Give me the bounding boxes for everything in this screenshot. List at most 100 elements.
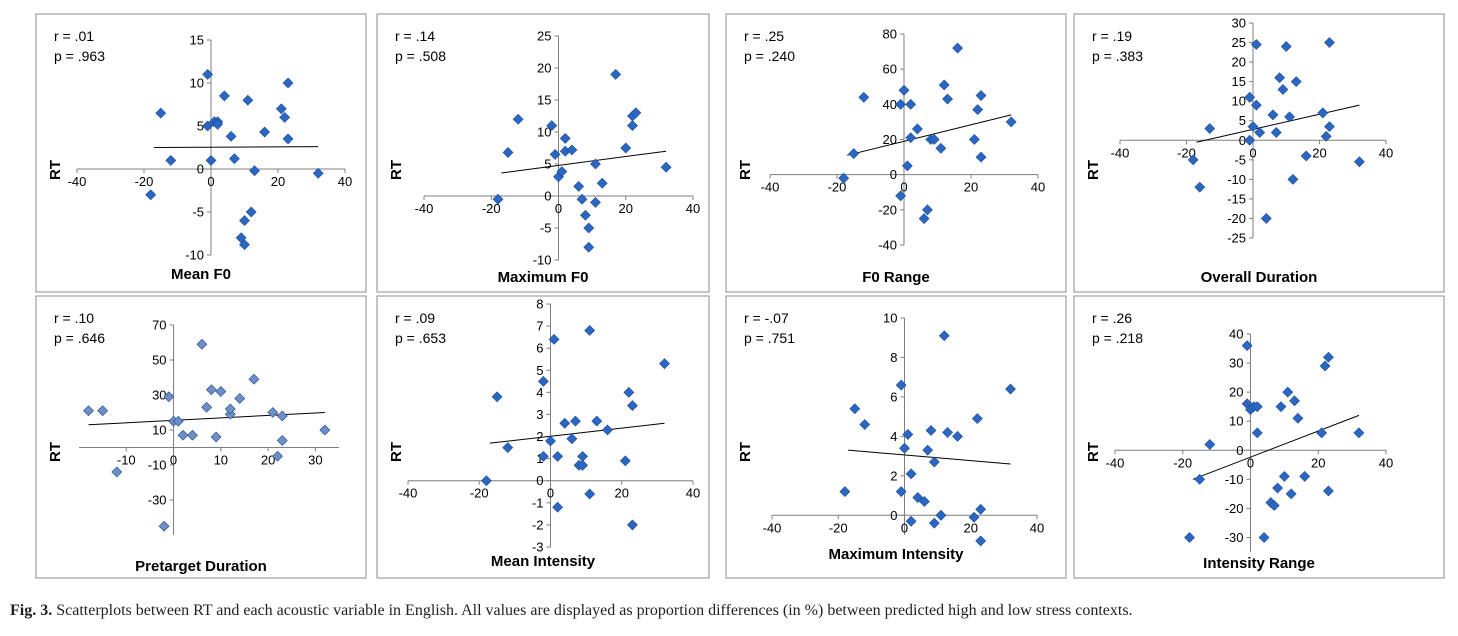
y-axis-title: RT — [388, 442, 405, 462]
data-point — [1353, 427, 1365, 439]
y-tick-label: 6 — [890, 389, 897, 404]
data-point — [623, 386, 635, 398]
data-point — [1274, 72, 1286, 84]
data-point — [975, 503, 987, 515]
x-tick-label: -20 — [135, 174, 154, 189]
data-point — [912, 492, 924, 503]
data-point — [248, 373, 260, 385]
data-point — [1322, 485, 1334, 497]
data-point — [590, 196, 601, 208]
caption-label: Fig. 3. — [10, 602, 53, 619]
trend-line — [848, 449, 1011, 465]
data-point — [660, 161, 672, 173]
data-point — [282, 77, 294, 89]
data-point — [902, 428, 914, 440]
data-point — [212, 118, 224, 130]
data-point — [512, 113, 524, 125]
data-point — [155, 107, 167, 119]
data-point — [584, 488, 596, 500]
y-tick-label: 5 — [536, 363, 543, 378]
data-point — [549, 148, 561, 160]
data-point — [275, 103, 287, 115]
y-tick-label: -30 — [1225, 530, 1244, 545]
data-point — [205, 384, 217, 396]
y-tick-label: -20 — [1225, 501, 1244, 516]
data-point — [1299, 471, 1311, 482]
data-point — [895, 98, 907, 110]
x-tick-label: 0 — [901, 520, 908, 535]
y-tick-label: -2 — [532, 517, 544, 532]
data-point — [201, 401, 213, 413]
x-tick-label: -40 — [1111, 145, 1130, 160]
data-point — [276, 410, 288, 422]
x-tick-label: 40 — [1030, 520, 1044, 535]
data-point — [158, 520, 170, 532]
y-tick-label: 5 — [1239, 113, 1246, 128]
y-tick-label: 0 — [1236, 443, 1243, 458]
data-point — [1292, 412, 1304, 424]
data-point — [1260, 213, 1272, 224]
x-axis-title: Maximum F0 — [498, 269, 589, 286]
y-tick-label: 4 — [536, 385, 543, 400]
r-value: r = .09 — [395, 310, 435, 326]
p-value: p = .653 — [395, 330, 446, 346]
y-tick-label: -5 — [1234, 152, 1246, 167]
data-point — [245, 206, 257, 218]
data-point — [1194, 473, 1206, 485]
y-tick-label: 15 — [1232, 74, 1246, 89]
data-point — [630, 107, 642, 119]
data-point — [911, 123, 923, 135]
x-tick-label: 20 — [615, 486, 629, 501]
data-point — [566, 433, 578, 445]
x-tick-label: -20 — [1173, 455, 1192, 470]
x-tick-label: 40 — [338, 174, 352, 189]
data-point — [548, 333, 560, 345]
y-tick-label: -40 — [878, 238, 897, 253]
data-point — [279, 111, 291, 123]
data-point — [925, 425, 937, 436]
y-tick-label: 8 — [890, 350, 897, 365]
data-point — [165, 154, 177, 166]
data-point — [1251, 427, 1263, 439]
data-point — [1254, 127, 1266, 138]
y-tick-label: 10 — [190, 76, 204, 91]
p-value: p = .751 — [744, 330, 795, 346]
data-point — [579, 209, 591, 221]
data-point — [83, 405, 94, 417]
x-axis-title: Pretarget Duration — [135, 558, 267, 575]
x-tick-label: 20 — [1312, 145, 1326, 160]
y-tick-label: 30 — [1232, 16, 1246, 31]
data-point — [610, 68, 622, 80]
x-tick-label: -40 — [1106, 455, 1125, 470]
x-tick-label: 40 — [1031, 180, 1045, 195]
data-point — [224, 403, 236, 415]
p-value: p = .218 — [1092, 330, 1143, 346]
x-tick-label: -40 — [761, 180, 780, 195]
y-tick-label: -5 — [540, 221, 552, 236]
data-point — [952, 430, 963, 442]
data-point — [952, 42, 964, 54]
y-axis-title: RT — [737, 442, 754, 462]
y-tick-label: 40 — [883, 97, 897, 112]
x-tick-label: 0 — [170, 453, 177, 468]
data-point — [659, 358, 670, 370]
x-axis-title: Intensity Range — [1203, 555, 1315, 572]
data-point — [1258, 532, 1270, 543]
data-point — [838, 172, 850, 184]
data-point — [319, 424, 331, 436]
data-point — [905, 468, 917, 480]
data-point — [259, 126, 271, 138]
data-point — [859, 419, 871, 430]
x-tick-label: 40 — [1379, 145, 1393, 160]
data-point — [552, 501, 564, 513]
data-point — [971, 413, 983, 425]
y-tick-label: 2 — [890, 468, 897, 483]
r-value: r = .01 — [54, 28, 94, 44]
data-point — [942, 426, 953, 438]
data-point — [218, 90, 230, 102]
